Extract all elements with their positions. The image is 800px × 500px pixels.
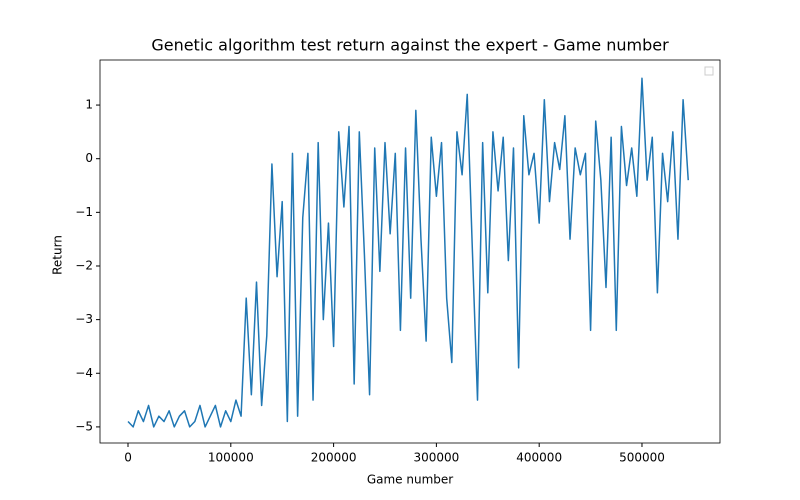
x-tick-label: 200000 <box>311 451 357 465</box>
x-axis-label: Game number <box>367 473 453 487</box>
x-tick-label: 400000 <box>516 451 562 465</box>
x-tick-label: 100000 <box>208 451 254 465</box>
x-tick-label: 0 <box>124 451 132 465</box>
y-tick-label: −3 <box>75 312 93 326</box>
y-tick-label: −5 <box>75 419 93 433</box>
data-line <box>127 77 689 428</box>
x-tick-label: 300000 <box>413 451 459 465</box>
y-tick-label: 1 <box>85 98 93 112</box>
y-tick-label: 0 <box>85 151 93 165</box>
x-tick-label: 500000 <box>619 451 665 465</box>
y-axis-label: Return <box>51 235 65 275</box>
y-tick-label: −4 <box>75 366 93 380</box>
plot-frame <box>99 59 721 444</box>
y-tick-label: −1 <box>75 205 93 219</box>
y-tick-label: −2 <box>75 258 93 272</box>
legend-box <box>704 66 714 76</box>
chart-title: Genetic algorithm test return against th… <box>151 36 669 55</box>
